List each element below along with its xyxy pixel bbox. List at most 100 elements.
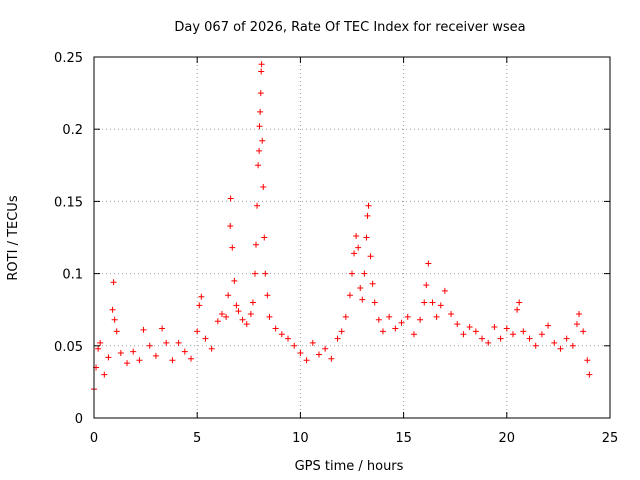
data-point (429, 299, 436, 306)
y-tick-label: 0.15 (54, 195, 83, 210)
data-point (262, 270, 269, 277)
data-point (328, 355, 335, 362)
data-point (357, 285, 364, 292)
data-point (218, 311, 225, 318)
data-point (181, 348, 188, 355)
data-point (202, 335, 209, 342)
data-point (359, 296, 366, 303)
data-point (110, 279, 117, 286)
data-point (198, 293, 205, 300)
data-point (227, 195, 234, 202)
data-point (95, 345, 102, 352)
data-point (152, 352, 159, 359)
data-point (573, 321, 580, 328)
data-point (576, 311, 583, 318)
data-point (97, 339, 104, 346)
data-point (355, 244, 362, 251)
data-point (194, 328, 201, 335)
data-point (111, 316, 118, 323)
data-point (309, 339, 316, 346)
data-point (258, 68, 265, 75)
data-point (130, 348, 137, 355)
data-point (334, 335, 341, 342)
data-point (365, 202, 372, 209)
data-point (351, 250, 358, 257)
data-point (386, 313, 393, 320)
data-point (363, 234, 370, 241)
data-point (369, 280, 376, 287)
data-point (235, 308, 242, 315)
data-points (91, 61, 593, 393)
data-point (258, 61, 265, 68)
data-point (229, 244, 236, 251)
data-point (136, 357, 143, 364)
data-point (441, 287, 448, 294)
data-point (520, 328, 527, 335)
data-point (423, 282, 430, 289)
data-point (557, 345, 564, 352)
data-point (251, 270, 258, 277)
data-point (410, 331, 417, 338)
data-point (569, 342, 576, 349)
data-point (256, 123, 263, 130)
data-point (254, 202, 261, 209)
data-point (257, 108, 264, 115)
data-point (208, 345, 215, 352)
data-point (379, 328, 386, 335)
x-tick-label: 25 (602, 431, 619, 446)
data-point (169, 357, 176, 364)
data-point (503, 325, 510, 332)
data-point (421, 299, 428, 306)
data-point (117, 350, 124, 357)
data-point (392, 325, 399, 332)
data-point (214, 318, 221, 325)
data-point (297, 350, 304, 357)
data-point (472, 328, 479, 335)
data-point (223, 313, 230, 320)
data-point (225, 292, 232, 299)
data-point (398, 319, 405, 326)
data-point (124, 360, 131, 367)
data-point (532, 342, 539, 349)
data-point (264, 292, 271, 299)
y-axis-label: ROTI / TECUs (6, 195, 21, 280)
data-point (231, 277, 238, 284)
data-point (227, 222, 234, 229)
y-tick-label: 0 (75, 412, 83, 427)
data-point (243, 321, 250, 328)
data-point (257, 90, 264, 97)
data-point (255, 162, 262, 169)
plot-frame (93, 56, 611, 419)
data-point (146, 342, 153, 349)
data-point (491, 324, 498, 331)
data-point (196, 302, 203, 309)
x-tick-label: 0 (90, 431, 98, 446)
data-point (417, 316, 424, 323)
data-point (247, 311, 254, 318)
data-point (551, 339, 558, 346)
data-point (353, 233, 360, 240)
chart-title: Day 067 of 2026, Rate Of TEC Index for r… (174, 20, 525, 35)
data-point (516, 299, 523, 306)
x-axis-label: GPS time / hours (295, 459, 404, 474)
data-point (113, 328, 120, 335)
data-point (285, 335, 292, 342)
x-tick-label: 10 (292, 431, 309, 446)
y-tick-label: 0.2 (62, 123, 83, 138)
data-point (188, 355, 195, 362)
data-point (346, 292, 353, 299)
x-tick-label: 20 (499, 431, 516, 446)
x-tick-label: 15 (395, 431, 412, 446)
y-tick-label: 0.1 (62, 268, 83, 283)
data-point (580, 328, 587, 335)
data-point (315, 351, 322, 358)
grid-lines (94, 57, 610, 418)
data-point (256, 147, 263, 154)
y-tick-label: 0.05 (54, 340, 83, 355)
data-point (163, 339, 170, 346)
data-point (253, 241, 260, 248)
data-point (322, 345, 329, 352)
data-point (140, 326, 147, 333)
data-point (448, 311, 455, 318)
data-point (563, 335, 570, 342)
